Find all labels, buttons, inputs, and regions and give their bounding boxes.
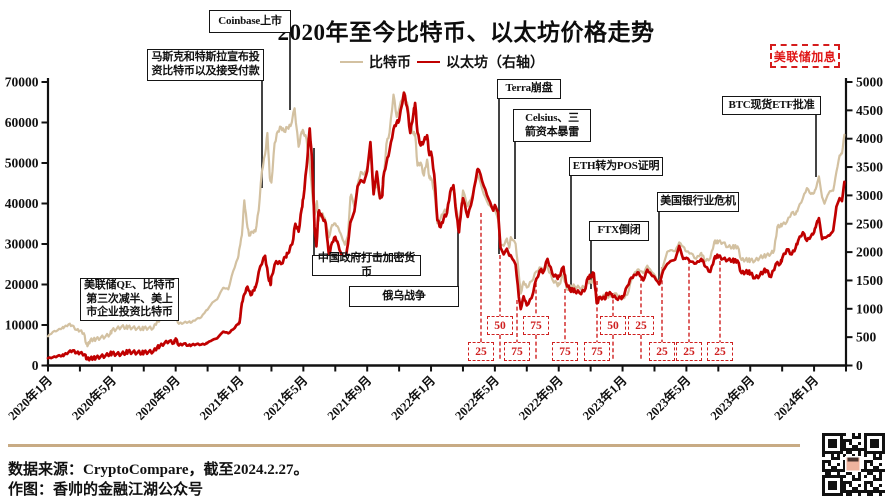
right-axis-label: 4000 <box>856 131 883 146</box>
right-axis-label: 500 <box>856 330 877 345</box>
x-axis-label: 2020年5月 <box>69 373 119 423</box>
right-axis-label: 5000 <box>856 75 883 90</box>
x-axis-label: 2021年9月 <box>324 373 374 423</box>
right-axis-label: 1500 <box>856 273 883 288</box>
fed-rate-hike-badge: 美联储加息 <box>770 44 840 68</box>
x-axis-label: 2022年9月 <box>515 373 565 423</box>
page-title: 2020年至今比特币、以太坊价格走势 <box>277 20 655 45</box>
data-source-text: 数据来源：CryptoCompare，截至2024.2.27。 <box>8 462 309 478</box>
right-axis-label: 4500 <box>856 103 883 118</box>
footer-divider <box>8 444 800 447</box>
left-axis-label: 30000 <box>5 237 39 252</box>
legend-eth-label: 以太坊（右轴） <box>446 56 544 71</box>
eth-line-swatch <box>417 61 440 63</box>
x-axis-label: 2024年1月 <box>771 373 821 423</box>
x-axis-label: 2023年1月 <box>579 373 629 423</box>
x-axis-label: 2021年5月 <box>260 373 310 423</box>
qrcode <box>821 432 885 496</box>
left-axis-label: 50000 <box>5 156 39 171</box>
x-axis-label: 2022年5月 <box>452 373 502 423</box>
right-axis-label: 3000 <box>856 188 883 203</box>
right-axis-label: 1000 <box>856 301 883 316</box>
left-axis-label: 40000 <box>5 196 39 211</box>
left-axis-label: 20000 <box>5 277 39 292</box>
left-axis-label: 0 <box>32 358 39 373</box>
right-axis-label: 2500 <box>856 216 883 231</box>
x-axis-label: 2020年1月 <box>5 373 55 423</box>
btc-line-swatch <box>340 61 363 63</box>
x-axis-label: 2020年9月 <box>132 373 182 423</box>
x-axis-label: 2021年1月 <box>196 373 246 423</box>
right-axis-label: 0 <box>856 358 863 373</box>
legend: 比特币 以太坊（右轴） <box>340 52 544 72</box>
left-axis-label: 70000 <box>5 75 39 90</box>
eth-price-line <box>46 91 846 362</box>
right-axis-label: 2000 <box>856 245 883 260</box>
left-axis-label: 10000 <box>5 318 39 333</box>
right-axis-label: 3500 <box>856 160 883 175</box>
x-axis-label: 2022年1月 <box>388 373 438 423</box>
credit-text: 作图：香帅的金融江湖公众号 <box>8 482 204 498</box>
x-axis-label: 2023年5月 <box>643 373 693 423</box>
x-axis-label: 2023年9月 <box>707 373 757 423</box>
btc-price-line <box>46 90 846 348</box>
legend-btc-label: 比特币 <box>369 56 411 71</box>
left-axis-label: 60000 <box>5 115 39 130</box>
